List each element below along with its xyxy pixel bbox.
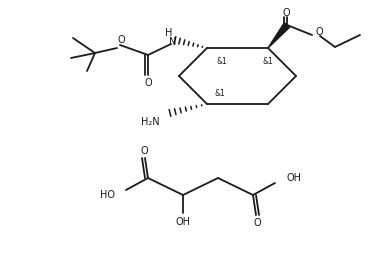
Text: HO: HO	[100, 190, 115, 200]
Text: &1: &1	[217, 58, 228, 67]
Text: H₂N: H₂N	[141, 117, 160, 127]
Text: O: O	[316, 27, 324, 37]
Text: OH: OH	[287, 173, 302, 183]
Text: &1: &1	[263, 58, 274, 67]
Text: N: N	[169, 37, 177, 47]
Text: O: O	[253, 218, 261, 228]
Text: H: H	[165, 28, 173, 38]
Text: O: O	[144, 78, 152, 88]
Polygon shape	[268, 23, 290, 48]
Text: O: O	[282, 8, 290, 18]
Text: O: O	[117, 35, 125, 45]
Text: O: O	[140, 146, 148, 156]
Text: &1: &1	[215, 90, 226, 99]
Text: OH: OH	[175, 217, 191, 227]
